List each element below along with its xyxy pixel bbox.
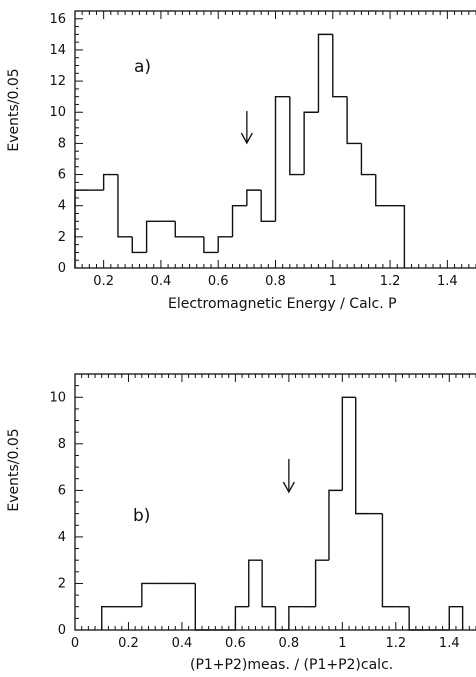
y-tick-label-b: 8 [58,437,66,452]
histogram-bin-b [194,583,209,631]
y-tick-label-b: 6 [58,483,66,498]
x-tick-label-b: 0.4 [172,636,193,651]
histogram-bin-a [217,236,233,253]
x-tick-label-b: 0.6 [225,636,246,651]
x-tick-label-a: 0.2 [93,274,114,289]
x-tick-label-a: 0.8 [265,274,286,289]
histogram-bin-a [203,236,219,254]
histogram-bin-b [314,559,329,607]
x-axis-label-a: Electromagnetic Energy / Calc. P [168,296,397,312]
y-tick-label-a: 16 [49,12,66,27]
x-tick-label-b: 1.2 [385,636,406,651]
x-tick-label-b: 0 [71,636,79,651]
y-tick-label-a: 2 [58,230,66,245]
histogram-bin-a [317,33,333,113]
histogram-bin-b [234,606,249,630]
histogram-bin-a [332,34,348,98]
x-tick-label-a: 1 [329,274,337,289]
histogram-bin-a [260,190,276,222]
histogram-bin-b [248,559,263,607]
histogram-bin-b [381,513,396,608]
x-tick-label-a: 0.6 [208,274,229,289]
histogram-bin-b [341,396,356,491]
cut-arrow-b [282,459,295,494]
y-tick-label-a: 4 [58,199,66,214]
y-axis-label-a: Events/0.05 [6,68,22,151]
y-tick-label-b: 0 [58,623,66,638]
y-tick-label-a: 8 [58,136,66,151]
x-tick-label-b: 1.4 [439,636,460,651]
histogram-bin-a [102,173,118,191]
x-tick-label-b: 0.8 [279,636,300,651]
y-tick-label-b: 10 [49,390,66,405]
panel-label-b: b) [133,506,150,526]
histogram-bin-a [174,221,190,238]
y-tick-label-a: 14 [49,43,66,58]
histogram-panel-b: b) Events/0.05 (P1+P2)meas. / (P1+P2)cal… [6,373,476,673]
y-tick-label-b: 4 [58,530,66,545]
histogram-bin-a [390,204,406,268]
histogram-bin-a [274,95,290,222]
histogram-bin-a [246,189,262,206]
histogram-bin-a [360,143,376,176]
x-tick-label-a: 1.2 [380,274,401,289]
y-tick-label-a: 12 [49,74,66,89]
histogram-bin-a [74,189,90,268]
histogram-bin-a [231,204,247,237]
x-tick-label-a: 0.4 [151,274,172,289]
histogram-bin-b [288,606,303,630]
panel-label-a: a) [134,57,151,77]
histogram-bin-b [355,397,370,515]
histogram-bin-a [145,220,161,253]
plot-frame-a [74,10,476,269]
plot-frame-b [74,373,476,631]
histogram-bin-b [408,606,423,631]
histogram-panel-a: a) Events/0.05 Electromagnetic Energy / … [6,10,476,312]
histogram-bin-b [448,606,464,630]
x-tick-label-a: 1.4 [437,274,458,289]
x-axis-label-b: (P1+P2)meas. / (P1+P2)calc. [190,657,393,673]
histogram-bin-a [303,111,319,175]
histogram-bin-b [141,582,156,607]
histogram-bin-a [131,236,147,254]
cut-arrow-a [240,111,253,145]
histogram-bin-b [101,606,116,630]
histogram-bin-b [274,606,289,631]
histogram-bin-b [261,560,276,608]
histogram-bin-a [289,96,305,176]
y-tick-label-b: 2 [58,576,66,591]
y-tick-label-a: 10 [49,105,66,120]
y-tick-label-a: 0 [58,261,66,276]
y-tick-label-a: 6 [58,168,66,183]
histogram-bin-b [328,489,343,561]
x-tick-label-b: 0.2 [118,636,139,651]
histogram-bin-a [117,174,133,238]
x-tick-label-b: 1 [338,636,346,651]
y-axis-label-b: Events/0.05 [6,428,22,511]
histogram-bin-a [346,96,362,145]
histogram-bin-a [375,174,391,207]
